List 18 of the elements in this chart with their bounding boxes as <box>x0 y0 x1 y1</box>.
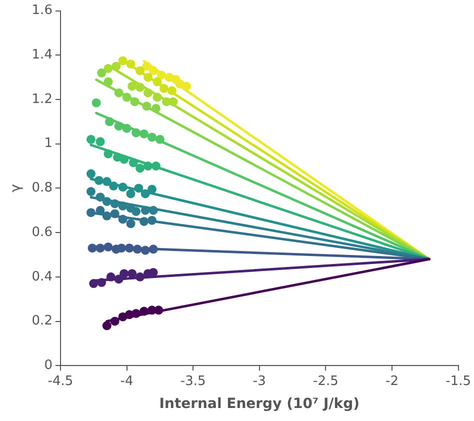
y-tick-label: 0.4 <box>32 269 52 284</box>
x-tick-label: -4 <box>120 374 134 389</box>
y-tick-label: 0.8 <box>32 180 52 196</box>
y-tick-label: 0 <box>44 358 52 373</box>
x-tick-label: -1.5 <box>446 374 472 389</box>
y-tick-label: 1 <box>44 136 52 152</box>
y-tick-label: 1.2 <box>32 92 52 107</box>
y-tick-label: 0.6 <box>32 224 52 240</box>
x-tick-label: -4.5 <box>48 374 74 389</box>
y-tick-label: 1.6 <box>32 3 52 18</box>
y-tick-label: 1.4 <box>32 48 52 63</box>
y-axis-title: γ <box>8 184 24 192</box>
x-tick-label: -2.5 <box>313 374 338 389</box>
y-tick-label: 0.2 <box>32 314 52 329</box>
x-tick-label: -3.5 <box>180 374 206 389</box>
x-axis-title: Internal Energy (10⁷ J/kg) <box>159 396 360 412</box>
x-tick-label: -3 <box>252 374 266 389</box>
x-tick-label: -2 <box>386 374 398 389</box>
